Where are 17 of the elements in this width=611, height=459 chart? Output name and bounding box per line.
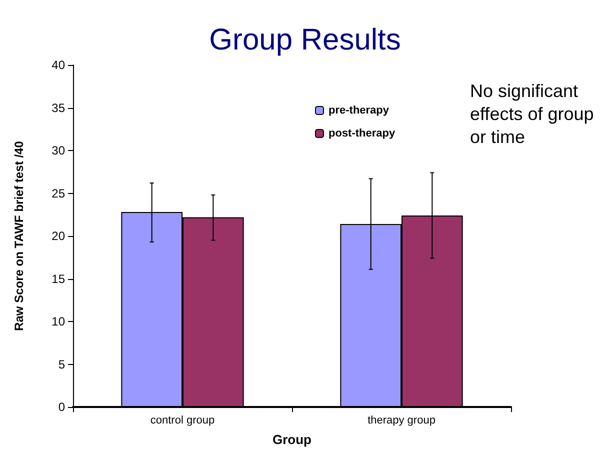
y-tick-label: 40: [52, 58, 66, 72]
y-axis-title: Raw Score on TAWF brief test /40: [12, 140, 26, 331]
y-tick-label: 20: [52, 229, 66, 243]
legend-label: post-therapy: [328, 128, 396, 140]
y-tick-label: 15: [52, 272, 66, 286]
y-tick-label: 30: [52, 144, 66, 158]
y-tick-label: 25: [52, 186, 66, 200]
y-tick-label: 5: [58, 357, 66, 372]
y-tick-label: 10: [52, 314, 66, 328]
x-axis-title: Group: [272, 432, 312, 447]
y-tick-label: 0: [58, 400, 66, 414]
annotation: No significant effects of group or time: [470, 80, 595, 149]
x-tick-label: control group: [150, 414, 215, 426]
x-tick-label: therapy group: [368, 414, 436, 426]
legend-label: pre-therapy: [328, 104, 390, 116]
y-tick-label: 35: [52, 100, 66, 115]
chart-title: Group Results: [209, 24, 401, 56]
